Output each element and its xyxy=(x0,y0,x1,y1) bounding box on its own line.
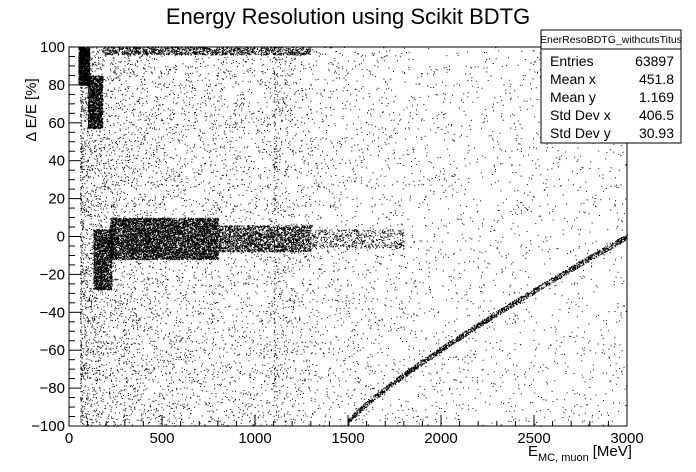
y-tick-label: 60 xyxy=(48,115,65,132)
scatter-point-cluster xyxy=(217,225,312,253)
chart-title: Energy Resolution using Scikit BDTG xyxy=(166,4,530,29)
x-axis-title: EMC, muon [MeV] xyxy=(528,443,632,464)
y-axis-title: Δ E/E [%] xyxy=(23,78,40,141)
y-tick-label: −40 xyxy=(40,304,65,321)
stats-label-mean-y: Mean y xyxy=(550,89,596,105)
x-tick-label: 2000 xyxy=(424,430,457,447)
stats-value-std-dev-x: 406.5 xyxy=(639,107,674,123)
x-tick-label: 500 xyxy=(149,430,174,447)
scatter-points xyxy=(78,47,628,427)
stats-value-std-dev-y: 30.93 xyxy=(639,125,674,141)
x-axis-title-unit: [MeV] xyxy=(593,443,632,460)
y-tick-label: −60 xyxy=(40,342,65,359)
stats-value-mean-y: 1.169 xyxy=(639,89,674,105)
scatter-point-cluster xyxy=(80,47,275,427)
stats-label-entries: Entries xyxy=(550,53,594,69)
stats-label-std-dev-y: Std Dev y xyxy=(550,125,611,141)
stats-value-entries: 63897 xyxy=(635,53,674,69)
x-tick-label: 0 xyxy=(65,430,73,447)
stats-value-mean-x: 451.8 xyxy=(639,71,674,87)
scatter-point-cluster xyxy=(310,229,405,249)
stats-box: EnerResoBDTG_withcutsTitus Entries 63897… xyxy=(540,29,682,144)
y-tick-label: 100 xyxy=(40,39,65,56)
x-axis-title-sub: MC, muon xyxy=(538,452,589,464)
y-tick-label: 80 xyxy=(48,77,65,94)
stats-label-mean-x: Mean x xyxy=(550,71,596,87)
y-tick-label: −80 xyxy=(40,380,65,397)
y-tick-label: −100 xyxy=(31,418,65,435)
x-axis-title-main: E xyxy=(528,443,538,460)
stats-box-name: EnerResoBDTG_withcutsTitus xyxy=(540,34,682,46)
scatter-point-cluster xyxy=(109,217,219,261)
x-axis: 0 500 1000 1500 2000 2500 3000 xyxy=(65,415,644,447)
x-tick-label: 1500 xyxy=(331,430,364,447)
stats-label-std-dev-x: Std Dev x xyxy=(550,107,611,123)
y-axis: −100 −80 −60 −40 −20 0 20 40 60 80 100 xyxy=(31,39,81,435)
y-tick-label: 0 xyxy=(57,229,65,246)
x-tick-label: 1000 xyxy=(238,430,271,447)
x-tick-label: 2500 xyxy=(517,430,550,447)
scatter-point-cluster xyxy=(348,233,628,426)
x-tick-label: 3000 xyxy=(610,430,643,447)
y-tick-label: −20 xyxy=(40,266,65,283)
y-tick-label: 20 xyxy=(48,191,65,208)
y-tick-label: 40 xyxy=(48,153,65,170)
